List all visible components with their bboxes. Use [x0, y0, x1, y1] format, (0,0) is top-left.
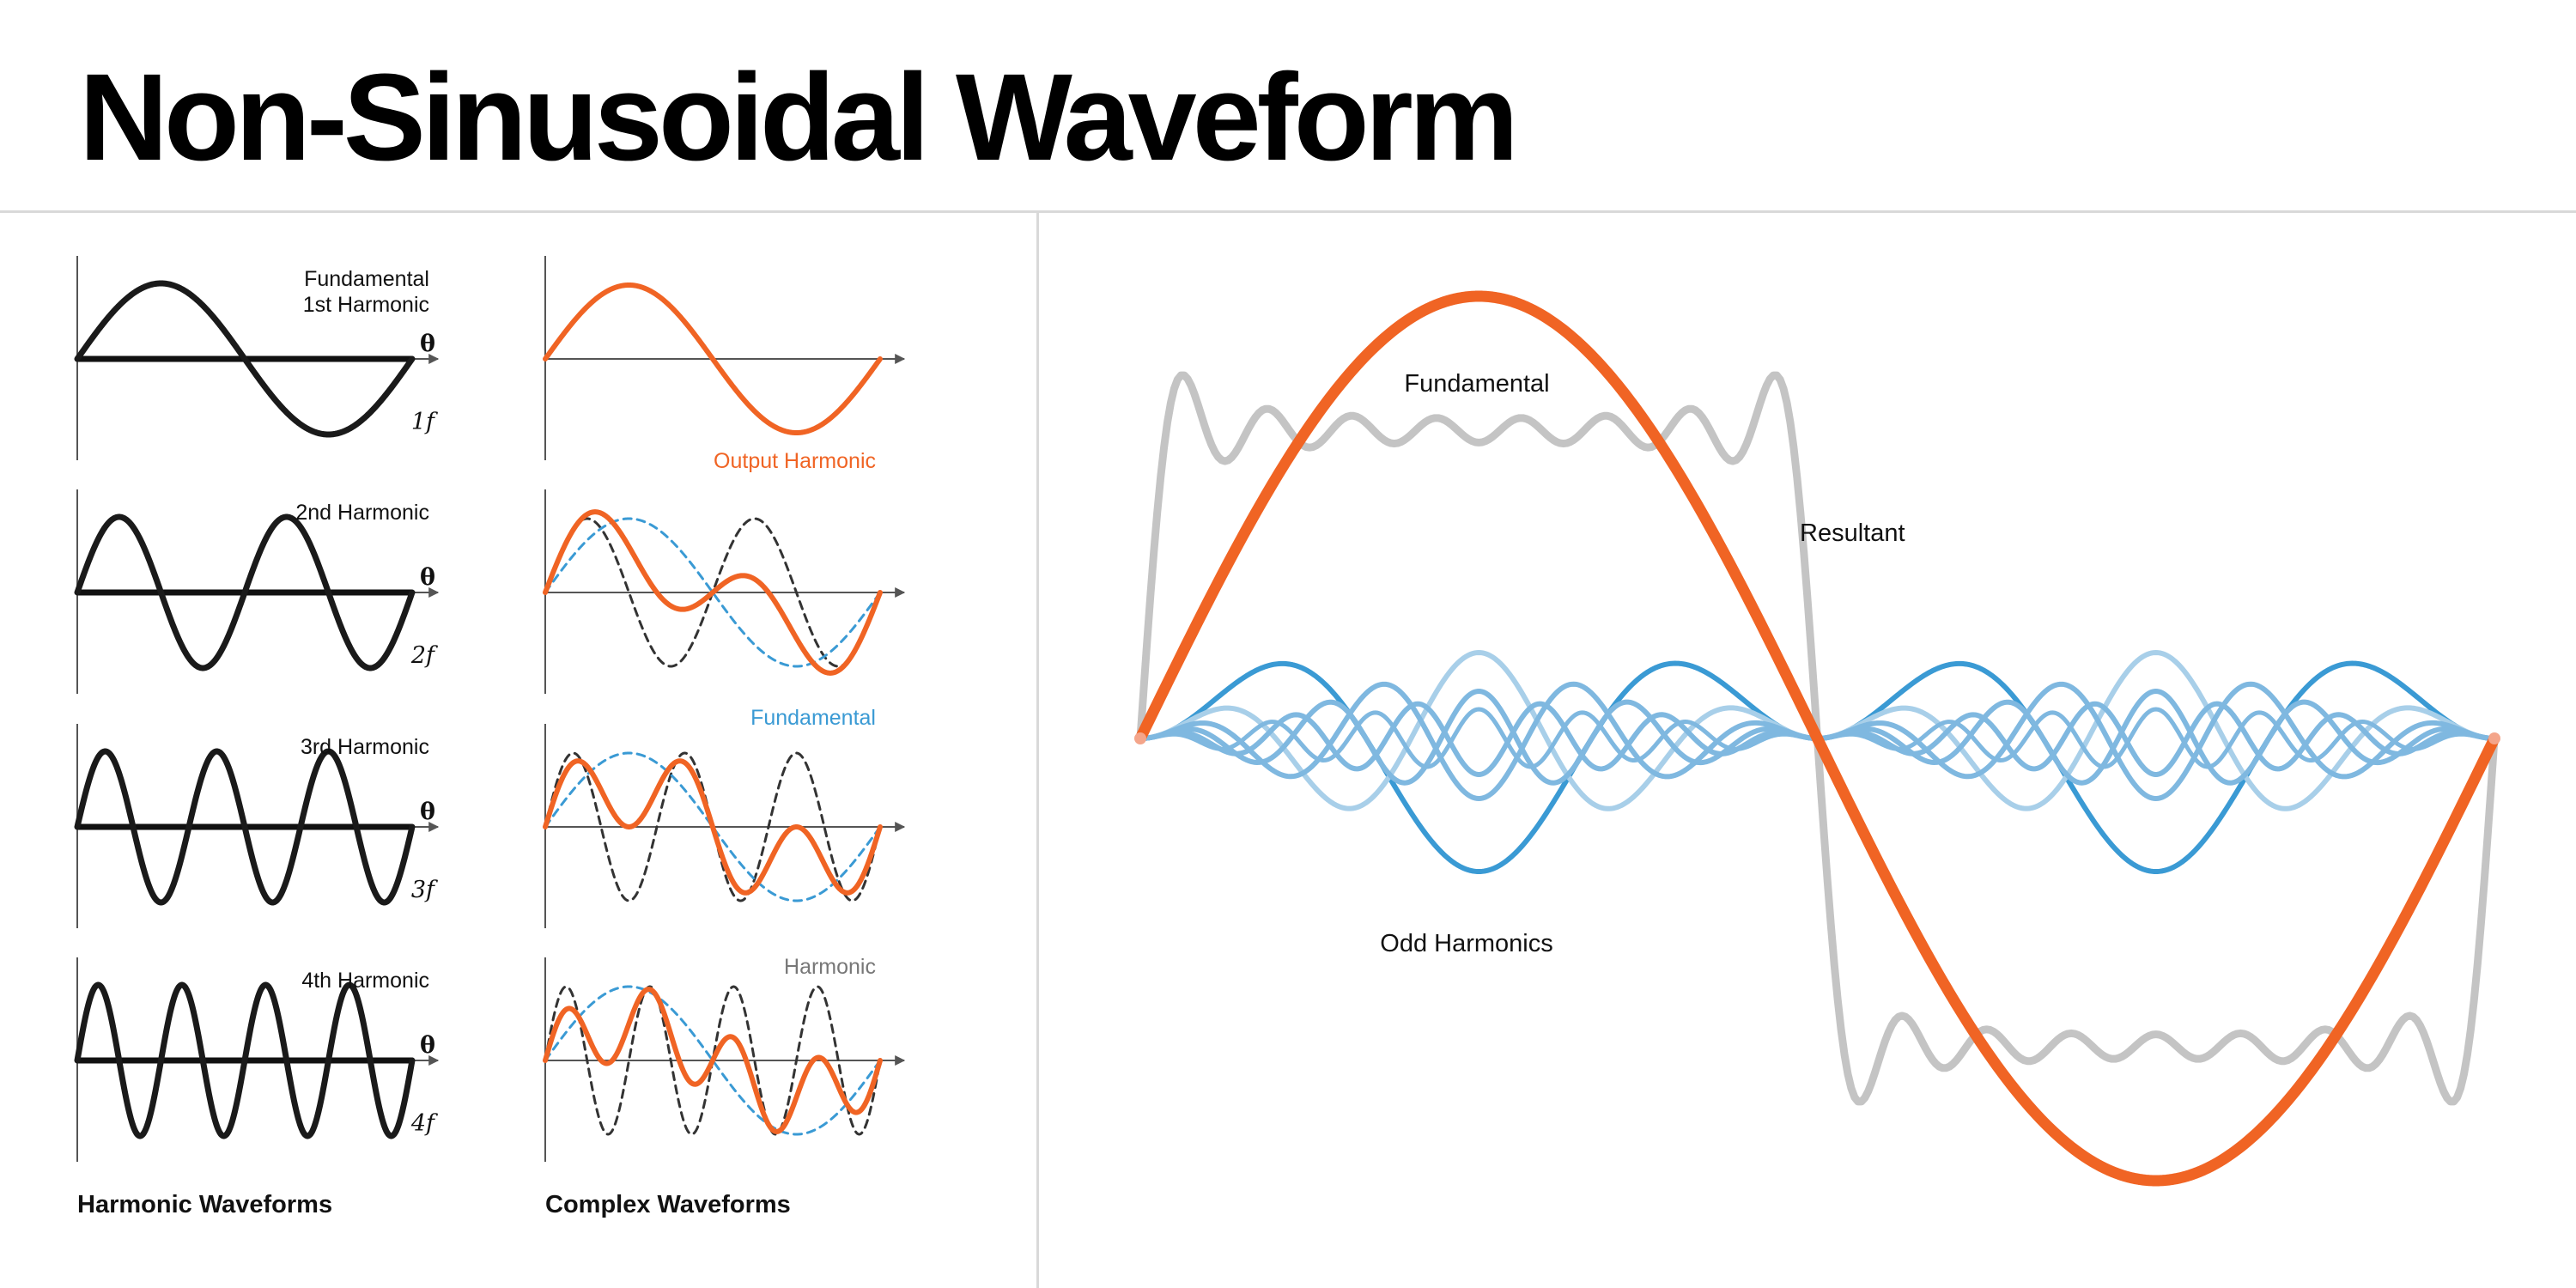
fundamental-dashed-wave [544, 985, 882, 1136]
harmonic-label: 4th Harmonic [301, 969, 429, 993]
frequency-label: 4f [410, 1110, 438, 1137]
harmonic-wave [74, 748, 416, 906]
fundamental-annotation: Fundamental [1404, 370, 1549, 398]
theta-label: θ [420, 1032, 435, 1059]
frequency-label: 1f [411, 409, 438, 435]
caption-complex-waveforms: Complex Waveforms [545, 1191, 791, 1218]
output-wave [543, 283, 883, 435]
fundamental-dashed-wave [544, 751, 882, 902]
theta-label: θ [420, 799, 435, 825]
output-wave [543, 509, 883, 676]
frequency-label: 3f [411, 877, 438, 903]
odd-harmonic-wave [1138, 701, 1820, 777]
fundamental-dashed-wave [544, 517, 882, 668]
output-wave [543, 758, 883, 896]
end-dot [2488, 732, 2500, 744]
harmonic-label: 3rd Harmonic [301, 735, 429, 759]
odd-harmonic-wave [1138, 650, 1820, 811]
odd-harmonic-wave [1138, 660, 1820, 874]
harmonic-label: 2nd Harmonic [295, 501, 429, 525]
odd-harmonics-annotation: Odd Harmonics [1380, 930, 1552, 957]
theta-label: θ [420, 331, 435, 357]
odd-harmonic-wave [1138, 689, 1820, 786]
panel-divider [1036, 213, 1039, 1288]
odd-harmonic-wave [1814, 681, 2497, 801]
harmonic-label: 1st Harmonic [303, 293, 429, 317]
odd-harmonic-wave [1814, 689, 2497, 786]
harmonic-wave [74, 981, 416, 1139]
resultant-annotation: Resultant [1800, 519, 1905, 547]
odd-harmonic-wave [1814, 660, 2497, 874]
harmonic-label: Harmonic [784, 955, 876, 979]
fundamental-wave [1134, 290, 2500, 1187]
odd-harmonic-wave [1814, 650, 2497, 811]
odd-harmonic-wave [1815, 707, 2497, 769]
output-wave [543, 987, 883, 1134]
output-harmonic-label: Output Harmonic [714, 449, 876, 473]
fundamental-label: Fundamental [750, 706, 876, 730]
caption-harmonic-waveforms: Harmonic Waveforms [77, 1191, 332, 1218]
odd-harmonic-wave [1138, 707, 1820, 769]
odd-harmonic-wave [1814, 701, 2497, 777]
harmonic-wave [74, 280, 416, 438]
odd-harmonic-wave [1138, 681, 1820, 801]
harmonic-wave [74, 513, 416, 671]
page-title: Non-Sinusoidal Waveform [79, 48, 1519, 186]
theta-label: θ [420, 564, 435, 591]
origin-dot [1134, 732, 1146, 744]
frequency-label: 2f [410, 642, 438, 669]
header: Non-Sinusoidal Waveform [0, 0, 2576, 213]
harmonic-label: Fundamental [304, 267, 429, 291]
header-divider [0, 210, 2576, 213]
